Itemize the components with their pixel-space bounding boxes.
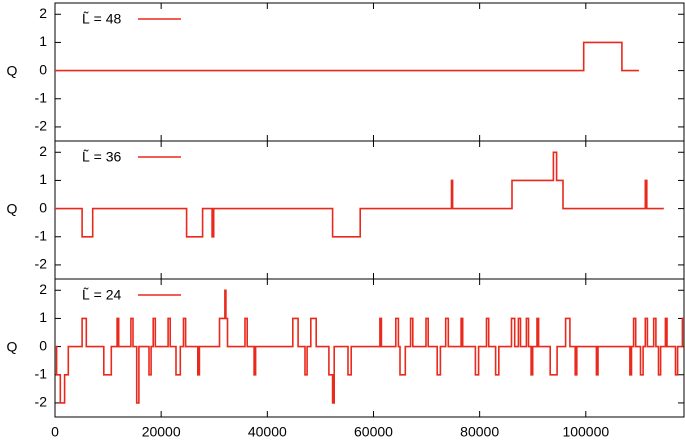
y-tick-label: -1: [35, 227, 48, 243]
y-axis-label: Q: [7, 63, 18, 79]
y-tick-label: -2: [35, 394, 48, 410]
plot-frame: [54, 2, 685, 142]
data-line: [55, 289, 684, 404]
y-axis-label: Q: [7, 339, 18, 355]
y-tick-label: 2: [39, 281, 47, 297]
legend-label: L̃ = 36: [82, 148, 122, 164]
y-tick-label: -2: [35, 118, 48, 134]
x-tick-label: 40000: [248, 424, 287, 440]
x-tick-label: 60000: [354, 424, 393, 440]
legend-label: L̃ = 24: [82, 286, 122, 302]
y-tick-label: 0: [39, 199, 47, 215]
x-tick-label: 100000: [562, 424, 609, 440]
x-tick-label: 20000: [142, 424, 181, 440]
data-line: [55, 41, 639, 72]
y-tick-label: -1: [35, 365, 48, 381]
y-tick-label: 2: [39, 143, 47, 159]
data-line: [55, 151, 664, 238]
x-tick-label: 0: [51, 424, 59, 440]
x-tick-label: 80000: [460, 424, 499, 440]
plot-frame: [54, 140, 685, 280]
plot-frame: [54, 278, 685, 418]
y-tick-label: 1: [39, 33, 47, 49]
y-tick-label: -2: [35, 256, 48, 272]
y-tick-label: 0: [39, 337, 47, 353]
y-tick-label: 2: [39, 5, 47, 21]
y-axis-label: Q: [7, 201, 18, 217]
y-tick-label: -1: [35, 89, 48, 105]
y-tick-label: 1: [39, 171, 47, 187]
legend-label: L̃ = 48: [82, 10, 122, 26]
y-tick-label: 0: [39, 61, 47, 77]
y-tick-label: 1: [39, 309, 47, 325]
